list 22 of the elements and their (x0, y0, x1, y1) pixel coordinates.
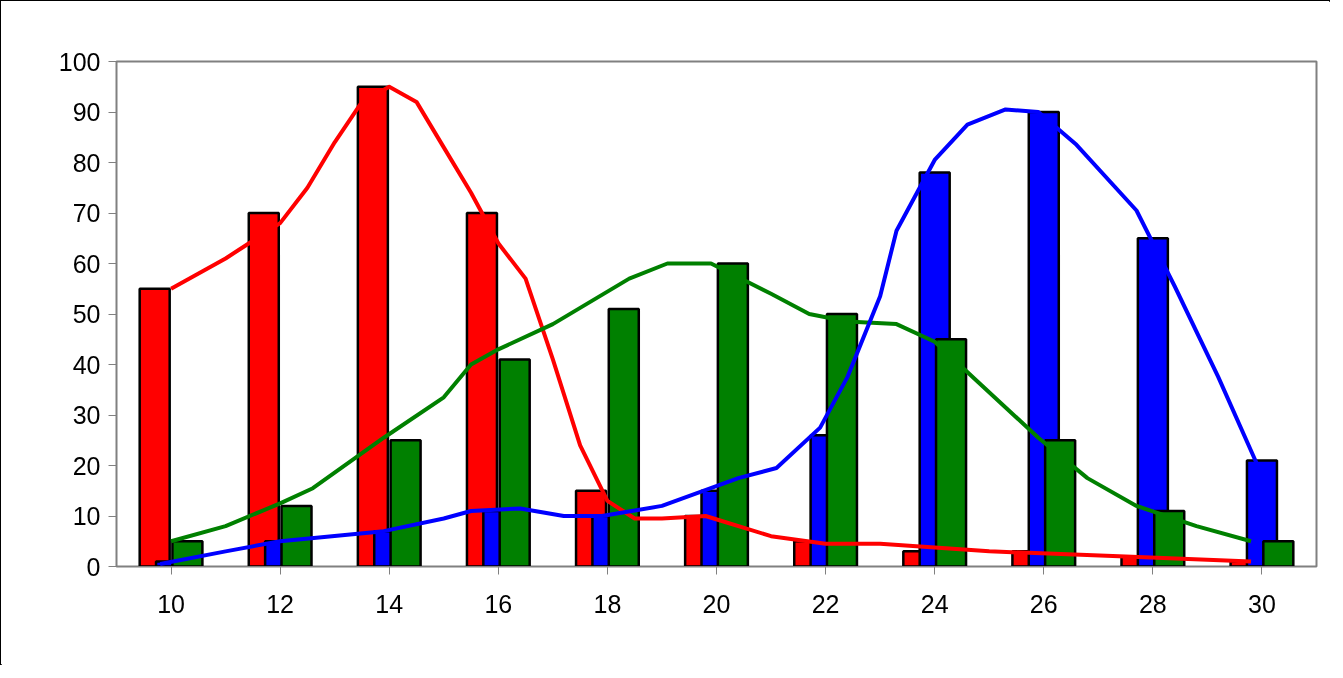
y-tick-label: 0 (86, 552, 101, 581)
y-tick-label: 70 (72, 199, 101, 227)
x-tick-label: 22 (811, 589, 840, 618)
y-tick-label: 40 (72, 350, 101, 379)
x-tick-label: 10 (157, 589, 185, 618)
y-tick-label: 80 (72, 148, 101, 177)
y-tick-label: 100 (58, 47, 101, 76)
x-tick-label: 16 (484, 589, 513, 618)
y-tick-label: 20 (72, 451, 101, 480)
x-tick-label: 20 (702, 589, 731, 618)
x-tick-label: 24 (920, 589, 949, 618)
y-tick-label: 30 (72, 401, 101, 429)
x-tick-label: 14 (375, 589, 404, 618)
y-tick-label: 10 (72, 502, 101, 530)
x-tick-label: 30 (1248, 589, 1276, 618)
y-tick-label: 50 (72, 300, 101, 328)
x-tick-label: 12 (266, 589, 295, 618)
x-tick-label: 26 (1029, 589, 1058, 618)
y-tick-label: 60 (72, 249, 101, 278)
x-tick-label: 28 (1138, 589, 1167, 618)
x-tick-label: 18 (593, 589, 622, 618)
y-tick-label: 90 (72, 98, 101, 126)
